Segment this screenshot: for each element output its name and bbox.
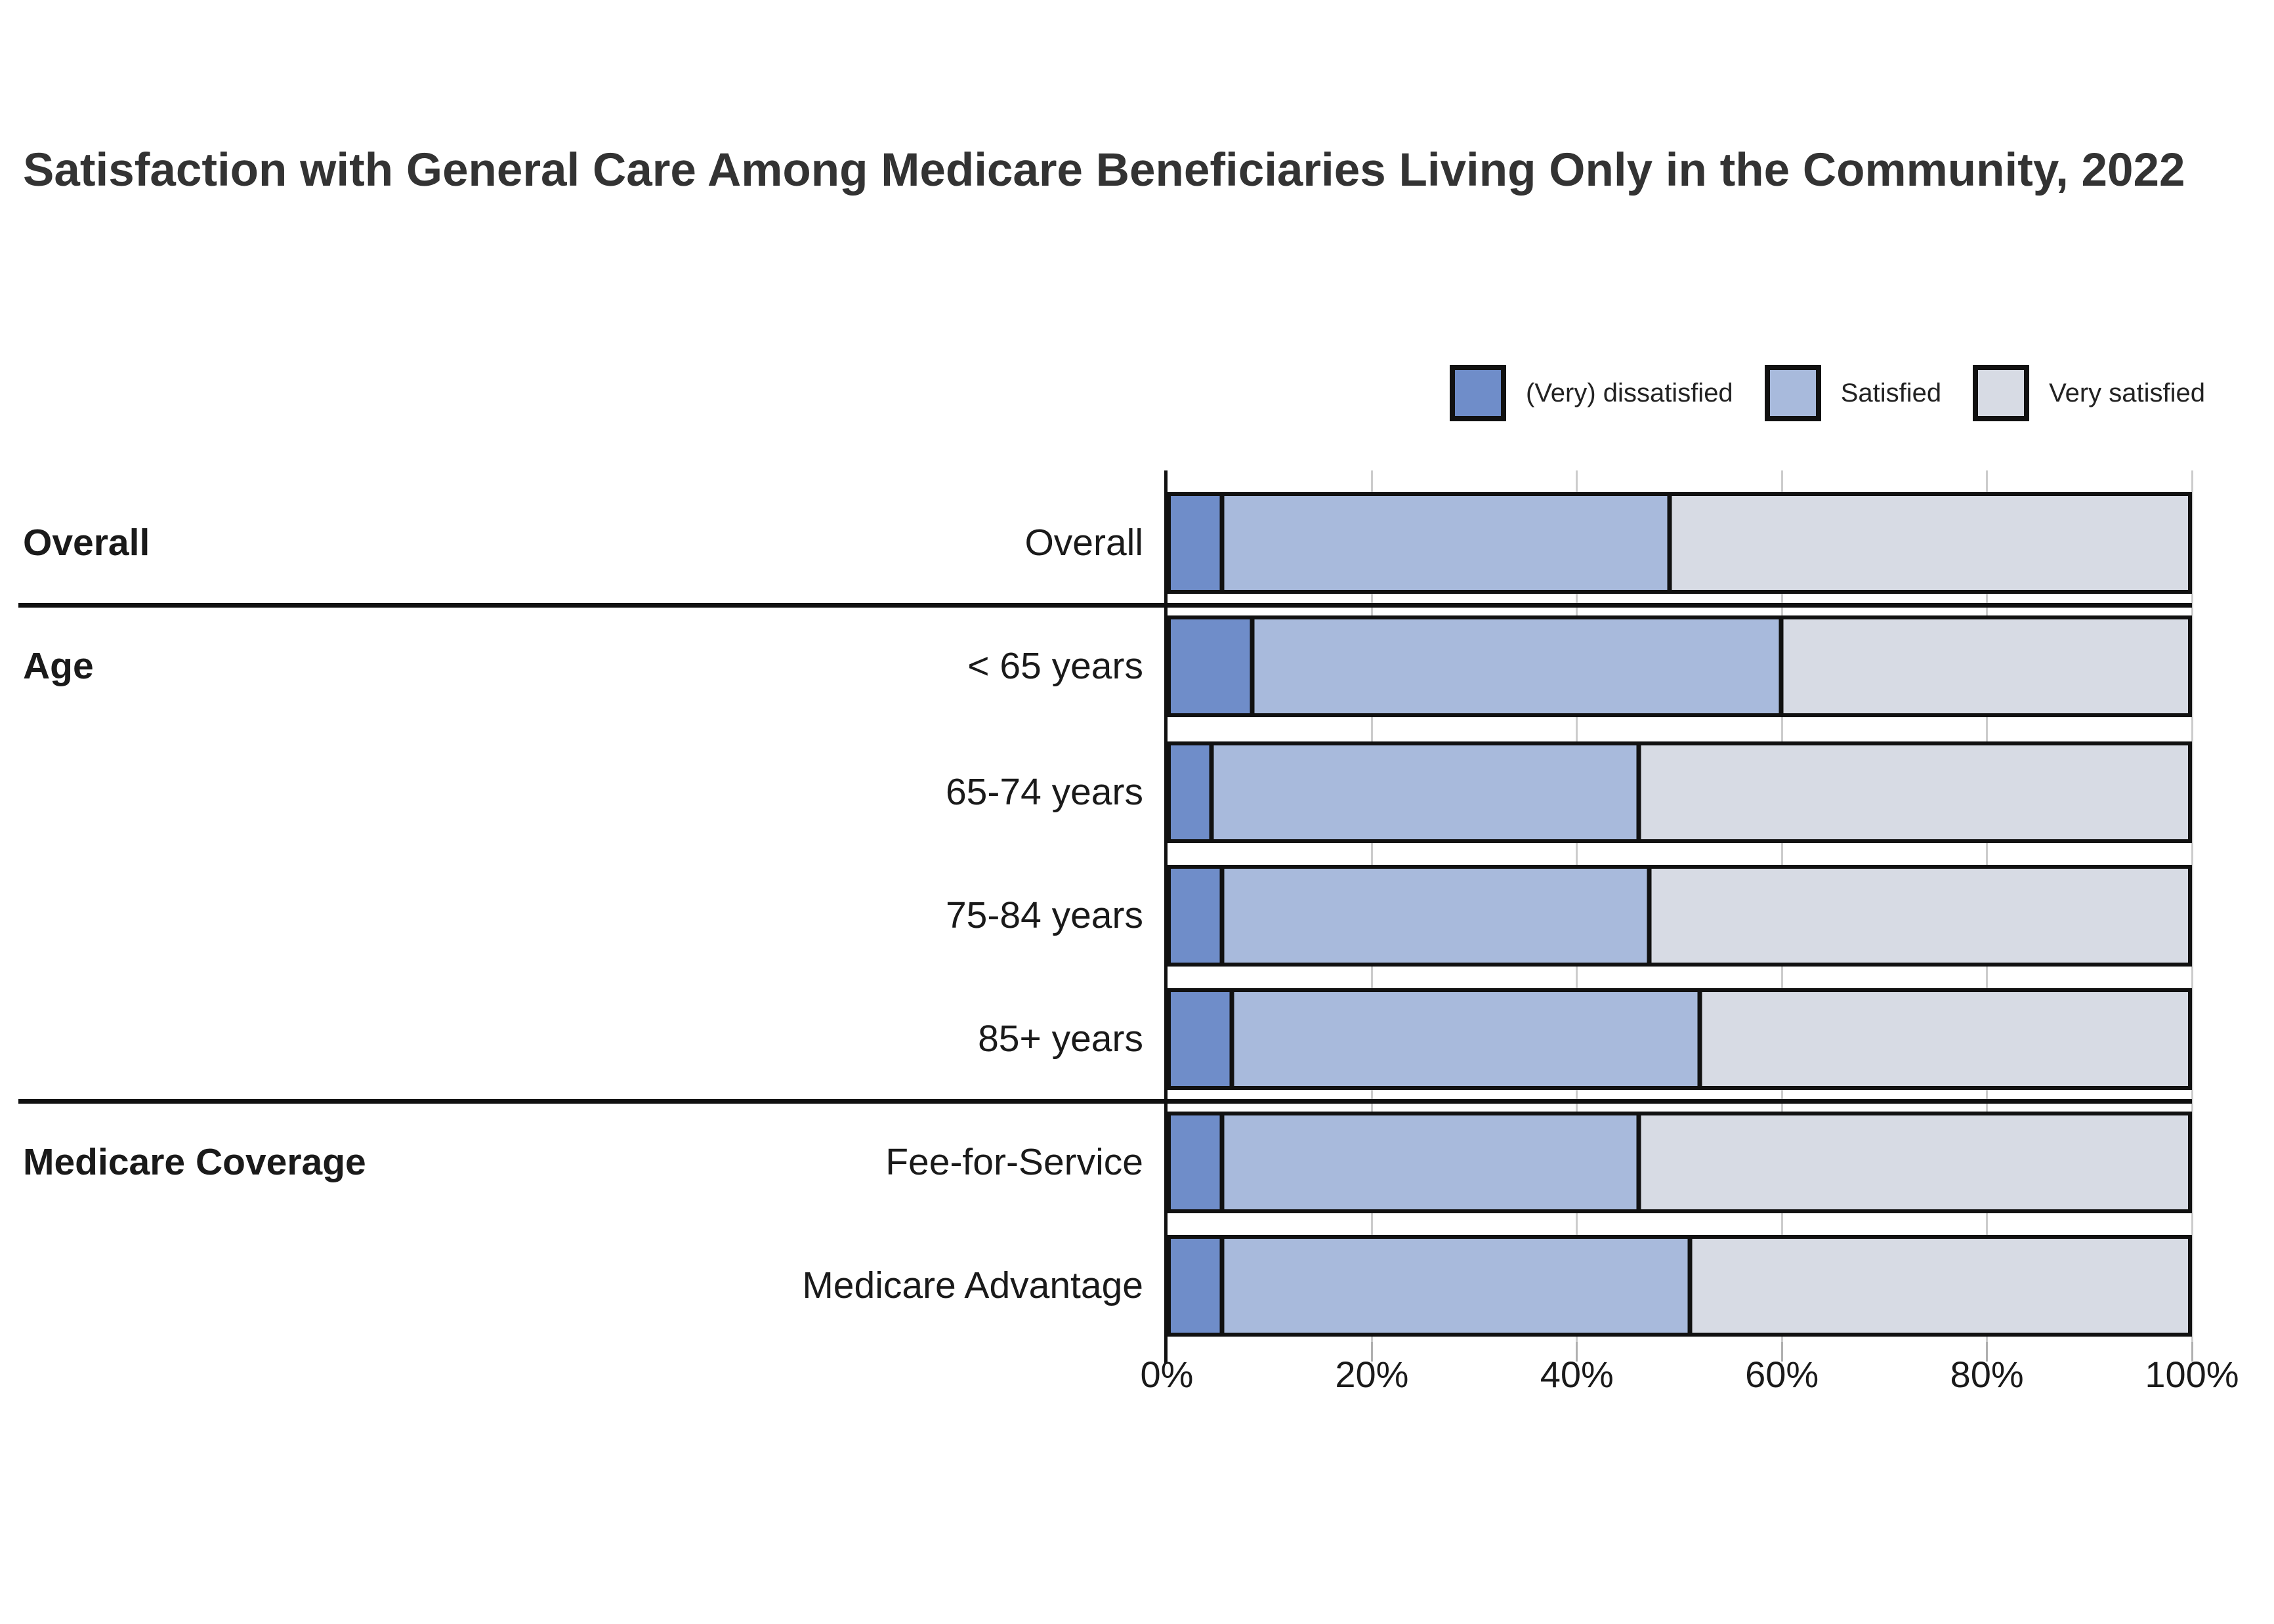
segment-divider [1779,618,1784,715]
bar-segment-very-dissatisfied-85-years [1171,992,1232,1086]
segment-divider [1667,495,1672,591]
bar-segment-very-dissatisfied-medicare-advantage [1171,1239,1222,1333]
bar-row-medicare-advantage [1167,1235,2192,1337]
x-axis-label-40: 40% [1540,1354,1614,1395]
bar-segment-very-dissatisfied-65-years [1171,619,1252,713]
bar-segment-satisfied-75-84-years [1221,869,1649,963]
legend-swatch-dissatisfied-icon [1450,365,1507,421]
bar-inner-75-84-years [1171,867,2188,964]
plot-area [1164,470,2193,1363]
bar-segment-very-satisfied-overall [1669,496,2188,590]
legend-item-very-satisfied: Very satisfied [1973,365,2205,421]
bar-row-85-years [1167,988,2192,1090]
row-label-65-years: < 65 years [967,645,1143,687]
segment-divider [1229,991,1234,1087]
segment-divider [1687,1238,1692,1334]
segment-divider [1209,744,1214,841]
segment-divider [1636,1114,1641,1211]
bar-segment-satisfied-65-years [1252,619,1781,713]
bar-segment-very-dissatisfied-75-84-years [1171,869,1222,963]
x-tick-60 [1780,1342,1783,1362]
segment-divider [1697,991,1702,1087]
legend-label-dissatisfied: (Very) dissatisfied [1526,378,1733,407]
segment-divider [1647,867,1651,964]
bar-segment-satisfied-fee-for-service [1221,1115,1639,1209]
legend-swatch-satisfied-icon [1764,365,1821,421]
segment-divider [1636,744,1641,841]
bar-segment-satisfied-85-years [1232,992,1700,1086]
segment-divider [1219,1238,1224,1334]
bar-segment-very-satisfied-65-years [1781,619,2188,713]
legend-item-satisfied: Satisfied [1764,365,1942,421]
group-separator-after-overall [18,603,2192,608]
bar-segment-very-dissatisfied-fee-for-service [1171,1115,1222,1209]
group-label-overall: Overall [23,522,150,564]
group-separator-after-age [18,1099,2192,1104]
bar-row-fee-for-service [1167,1112,2192,1213]
segment-divider [1219,495,1224,591]
y-axis-line [1164,470,1168,1363]
legend-label-satisfied: Satisfied [1840,378,1942,407]
bar-row-75-84-years [1167,865,2192,967]
bar-inner-65-74-years [1171,744,2188,841]
row-label-medicare-advantage: Medicare Advantage [802,1264,1143,1306]
bar-segment-very-satisfied-75-84-years [1649,869,2188,963]
x-axis-label-20: 20% [1335,1354,1409,1395]
bar-segment-very-satisfied-fee-for-service [1639,1115,2188,1209]
bar-row-65-74-years [1167,741,2192,843]
bar-inner-65-years [1171,618,2188,715]
legend-swatch-very-satisfied-icon [1973,365,2030,421]
segment-divider [1219,1114,1224,1211]
row-label-overall: Overall [1024,522,1143,564]
x-tick-80 [1986,1342,1989,1362]
legend: (Very) dissatisfied Satisfied Very satis… [1450,365,2205,421]
bar-inner-85-years [1171,991,2188,1087]
bar-segment-very-dissatisfied-overall [1171,496,1222,590]
group-label-medicare-coverage: Medicare Coverage [23,1141,366,1183]
x-tick-20 [1370,1342,1373,1362]
x-axis-label-0: 0% [1140,1354,1194,1395]
bar-segment-very-satisfied-85-years [1700,992,2188,1086]
x-tick-100 [2191,1342,2193,1362]
chart-title: Satisfaction with General Care Among Med… [23,144,2185,196]
bar-segment-very-satisfied-65-74-years [1639,745,2188,839]
bar-segment-satisfied-overall [1221,496,1670,590]
segment-divider [1250,618,1255,715]
legend-item-dissatisfied: (Very) dissatisfied [1450,365,1733,421]
bar-segment-satisfied-65-74-years [1211,745,1639,839]
group-label-age: Age [23,645,94,687]
row-label-65-74-years: 65-74 years [945,771,1143,813]
bar-inner-medicare-advantage [1171,1238,2188,1334]
bar-segment-very-satisfied-medicare-advantage [1689,1239,2188,1333]
bar-inner-overall [1171,495,2188,591]
x-axis-label-60: 60% [1745,1354,1819,1395]
segment-divider [1219,867,1224,964]
bar-inner-fee-for-service [1171,1114,2188,1211]
bar-segment-very-dissatisfied-65-74-years [1171,745,1211,839]
row-label-85-years: 85+ years [978,1018,1143,1060]
legend-label-very-satisfied: Very satisfied [2049,378,2205,407]
bar-row-65-years [1167,615,2192,717]
row-label-fee-for-service: Fee-for-Service [885,1141,1143,1183]
x-axis-label-100: 100% [2145,1354,2239,1395]
x-tick-40 [1576,1342,1578,1362]
bar-row-overall [1167,492,2192,594]
x-axis-label-80: 80% [1950,1354,2024,1395]
row-label-75-84-years: 75-84 years [945,894,1143,936]
bar-segment-satisfied-medicare-advantage [1221,1239,1690,1333]
gridline-100 [2191,470,2193,1342]
